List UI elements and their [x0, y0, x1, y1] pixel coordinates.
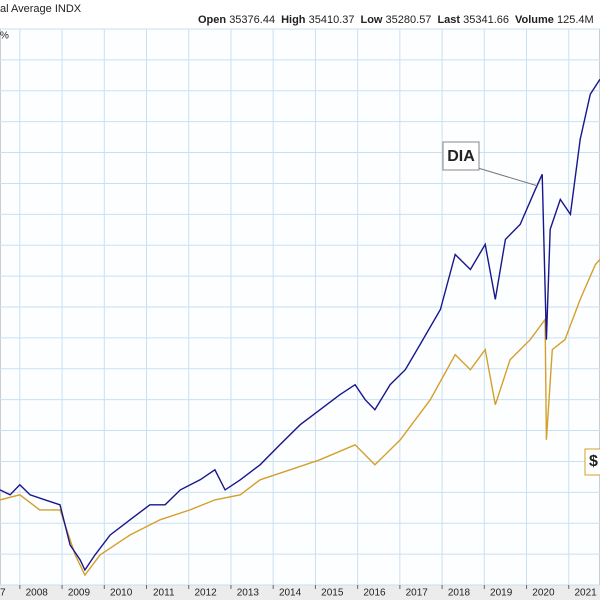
- x-tick-label: 2015: [321, 588, 344, 599]
- unit-label: %: [0, 31, 9, 42]
- series-label: $: [589, 453, 598, 470]
- x-axis-strip: [0, 585, 600, 600]
- chart-header: al Average INDX Open 35376.44 High 35410.…: [0, 0, 600, 28]
- x-tick-label: 2013: [237, 588, 260, 599]
- x-tick-label: 2008: [26, 588, 49, 599]
- stat-label: Open: [198, 14, 227, 26]
- stat-value: 35341.66: [463, 14, 510, 26]
- x-tick-label: 2009: [68, 588, 91, 599]
- series-label: DIA: [447, 148, 475, 165]
- x-tick-label: 2010: [110, 588, 133, 599]
- stat-label: Last: [437, 14, 461, 26]
- quote-stats: Open 35376.44 High 35410.37 Low 35280.57 La…: [192, 14, 600, 26]
- x-tick-label: 2017: [406, 588, 429, 599]
- x-tick-label: 7: [0, 588, 6, 599]
- series-label-box: [584, 448, 600, 476]
- x-tick-label: 2012: [194, 588, 217, 599]
- x-tick-label: 2011: [153, 588, 175, 599]
- x-tick-label: 2019: [490, 588, 513, 599]
- x-tick-label: 2014: [279, 588, 302, 599]
- stat-value: 125.4M: [557, 14, 594, 26]
- x-tick-label: 2018: [448, 588, 471, 599]
- label-connector: [477, 167, 539, 187]
- stat-label: High: [281, 14, 306, 26]
- x-tick-label: 2020: [532, 588, 555, 599]
- x-tick-label: 2021: [575, 588, 598, 599]
- chart-title: al Average INDX: [0, 3, 82, 15]
- stat-value: 35376.44: [229, 14, 276, 26]
- stat-value: 35410.37: [308, 14, 355, 26]
- data-line: [0, 258, 600, 577]
- stat-value: 35280.57: [385, 14, 432, 26]
- stat-label: Low: [360, 14, 383, 26]
- data-line: [0, 78, 600, 572]
- stat-label: Volume: [515, 14, 554, 26]
- series-label-box: [442, 141, 480, 171]
- x-tick-label: 2016: [363, 588, 386, 599]
